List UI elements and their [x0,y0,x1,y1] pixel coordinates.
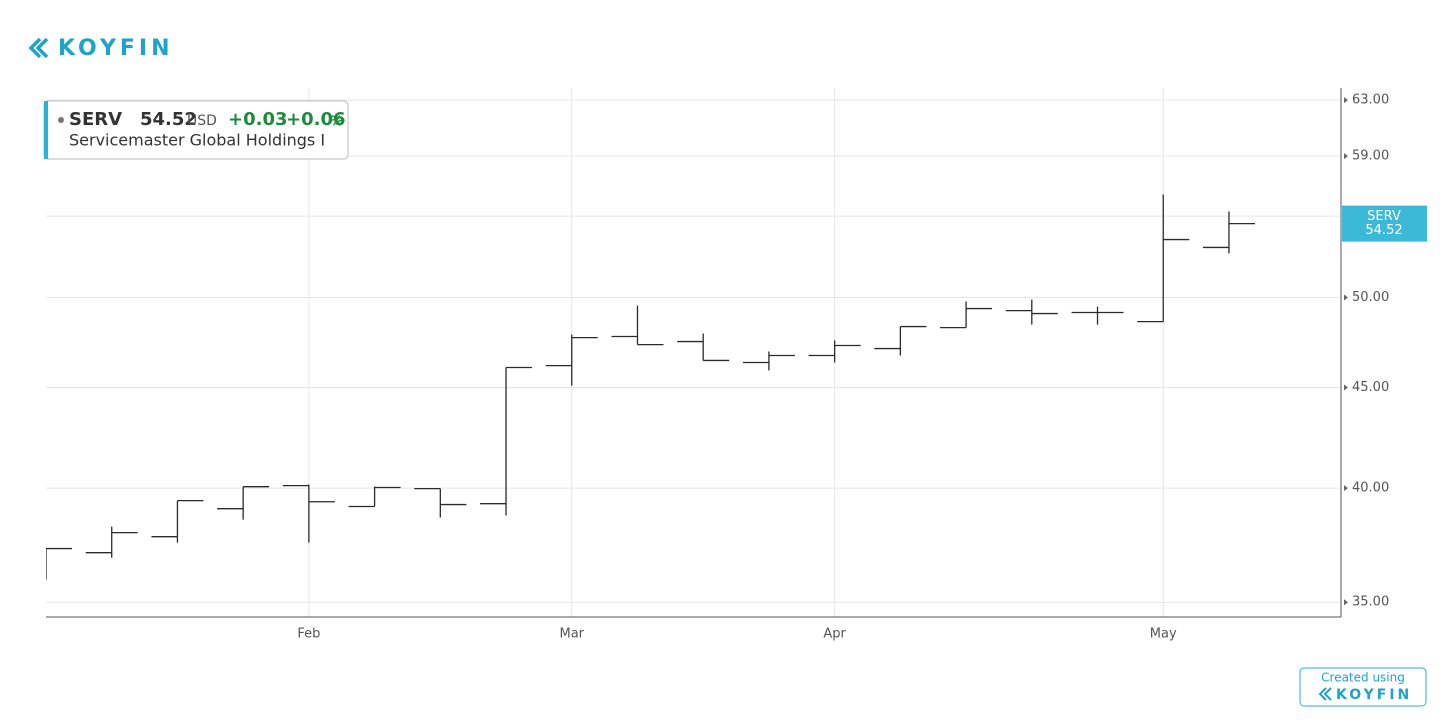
x-tick-label: May [1150,627,1177,642]
quote-price: 54.52 [140,109,197,130]
quote-name: Servicemaster Global Holdings I [69,131,325,150]
y-tick-label: 40.00 [1352,481,1389,496]
logo: KOYFIN [28,36,174,61]
y-tick-mark [1344,153,1348,160]
credit-icon [1318,687,1332,701]
y-tick-label: 45.00 [1352,380,1389,395]
quote-change: +0.03 [228,109,288,130]
y-tick-mark [1344,294,1348,301]
credit: Created using KOYFIN [1299,667,1427,707]
last-price-value: 54.52 [1365,223,1402,238]
logo-text: KOYFIN [58,36,174,61]
quote-symbol: SERV [69,109,122,130]
credit-logo: KOYFIN [1336,687,1412,703]
last-price-tag [1342,205,1427,242]
credit-text: Created using [1321,671,1405,685]
series-dot [58,117,64,123]
quote-pct-sign: % [330,115,343,130]
credit-frame [1299,667,1427,707]
y-tick-mark [1344,599,1348,606]
y-tick-mark [1344,485,1348,492]
y-tick-mark [1344,384,1348,391]
quote-box: SERV 54.52 USD +0.03 +0.06 % Servicemast… [43,100,349,160]
quote-currency: USD [187,113,217,129]
quote-accent [44,101,48,159]
y-tick-label: 63.00 [1352,93,1389,108]
logo-icon [28,37,49,59]
x-tick-label: Apr [823,627,846,642]
quote-change-pct: +0.06 [286,109,346,130]
x-tick-label: Feb [297,627,320,642]
last-price-symbol: SERV [1367,209,1401,224]
y-tick-label: 50.00 [1352,290,1389,305]
y-tick-label: 59.00 [1352,149,1389,164]
x-tick-label: Mar [559,627,584,642]
y-tick-mark [1344,97,1348,104]
y-tick-label: 35.00 [1352,595,1389,610]
